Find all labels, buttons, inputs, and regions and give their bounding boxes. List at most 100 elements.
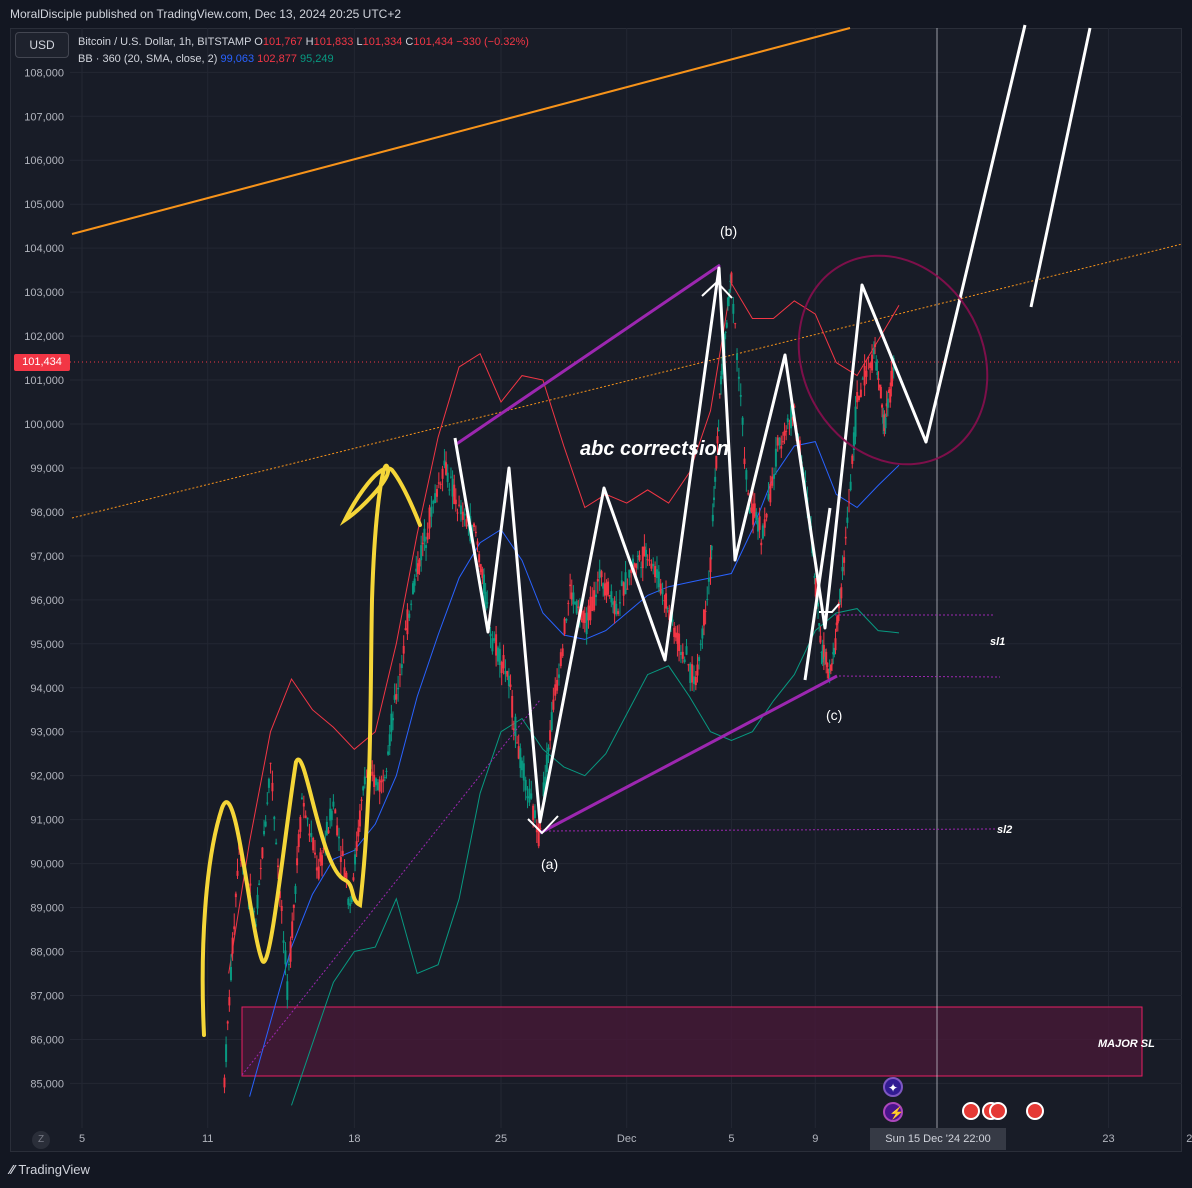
candle-body (350, 893, 353, 903)
y-tick-label: 93,000 (30, 727, 64, 739)
candle-body (834, 638, 837, 651)
candle-body (463, 513, 466, 516)
candle-body (420, 545, 423, 561)
candle-body (752, 503, 755, 525)
candle-body (890, 370, 893, 386)
candle-body (704, 610, 707, 612)
x-tick-label: 18 (348, 1133, 360, 1145)
candle-body (867, 357, 870, 359)
candle-body (530, 793, 533, 799)
candle-body (349, 903, 352, 907)
candle-body (786, 418, 789, 423)
candle-body (484, 591, 487, 611)
price-change: −330 (−0.32%) (456, 36, 529, 48)
y-tick-label: 85,000 (30, 1078, 64, 1090)
candle-body (325, 821, 328, 835)
candle-body (352, 877, 355, 881)
candle-body (871, 354, 874, 371)
candle-body (874, 344, 877, 347)
candle-body (426, 532, 429, 540)
major-sl-label: MAJOR SL (1098, 1038, 1155, 1050)
candle-body (756, 520, 759, 532)
indicator-name[interactable]: BB · 360 (20, SMA, close, 2) (78, 53, 218, 65)
candle-body (481, 569, 484, 578)
candle-body (725, 322, 728, 328)
publish-header: MoralDisciple published on TradingView.c… (0, 0, 1192, 28)
candle-body (378, 779, 381, 792)
last-price-badge: 101,434 (14, 354, 70, 371)
candle-body (652, 563, 655, 567)
candle-body (710, 545, 713, 551)
z-button[interactable]: Z (32, 1131, 50, 1149)
x-tick-label: 27 (1186, 1133, 1192, 1145)
candle-body (549, 730, 552, 741)
target-ellipse (797, 254, 989, 466)
candle-body (776, 437, 779, 446)
candle-body (382, 779, 385, 782)
candle-body (646, 559, 649, 561)
candle-body (421, 542, 424, 545)
tradingview-logo[interactable]: ⁄⁄ TradingView (10, 1162, 90, 1177)
candle-body (600, 571, 603, 578)
candle-body (654, 566, 657, 578)
candle-body (282, 940, 285, 943)
candle-body (638, 555, 641, 561)
candle-body (882, 414, 885, 424)
candle-body (712, 497, 715, 501)
candle-body (522, 763, 525, 781)
candle-body (840, 587, 843, 599)
candle-body (851, 455, 854, 464)
candle-body (446, 472, 449, 483)
candle-body (225, 1044, 228, 1062)
candle-body (557, 674, 560, 678)
candle-body (271, 782, 274, 792)
candle-body (535, 827, 538, 833)
candle-body (719, 376, 722, 385)
candle-body (758, 516, 761, 530)
sl2-line (544, 828, 996, 832)
candle-body (491, 638, 494, 652)
candle-body (685, 646, 688, 655)
candle-body (514, 716, 517, 737)
candle-body (691, 664, 694, 683)
candle-body (233, 926, 236, 930)
candle-body (317, 866, 320, 879)
candle-body (526, 796, 529, 799)
candle-body (603, 583, 606, 596)
candle-body (572, 592, 575, 605)
candle-body (717, 429, 720, 431)
candle-body (650, 563, 653, 569)
candle-body (343, 867, 346, 878)
candle-body (859, 389, 862, 398)
candle-body (611, 602, 614, 605)
candle-body (804, 480, 807, 482)
candle-body (577, 606, 580, 609)
candle-body (626, 588, 629, 590)
candle-body (458, 504, 461, 506)
wave-a-label: (a) (541, 856, 558, 872)
candle-body (226, 1021, 229, 1024)
candle-body (292, 904, 295, 908)
candle-body (832, 652, 835, 655)
candle-body (747, 493, 750, 495)
candle-body (435, 489, 438, 497)
candle-body (707, 577, 710, 582)
candle-body (824, 656, 827, 660)
symbol-name[interactable]: Bitcoin / U.S. Dollar, 1h, BITSTAMP (78, 36, 252, 48)
candle-body (391, 718, 394, 721)
candle-body (456, 512, 459, 514)
bb-lower-line (291, 608, 900, 1106)
date-tooltip: Sun 15 Dec '24 22:00 (870, 1128, 1006, 1150)
candle-body (474, 531, 477, 534)
candle-body (593, 590, 596, 611)
candle-body (556, 679, 559, 691)
candle-body (741, 417, 744, 425)
bb-upper-line (228, 281, 900, 974)
candle-body (528, 788, 531, 803)
currency-button[interactable]: USD (15, 32, 69, 58)
sparkle-icon: ✦ (888, 1081, 898, 1095)
candle-body (582, 610, 585, 623)
candle-body (449, 476, 452, 478)
candle-body (552, 699, 555, 710)
